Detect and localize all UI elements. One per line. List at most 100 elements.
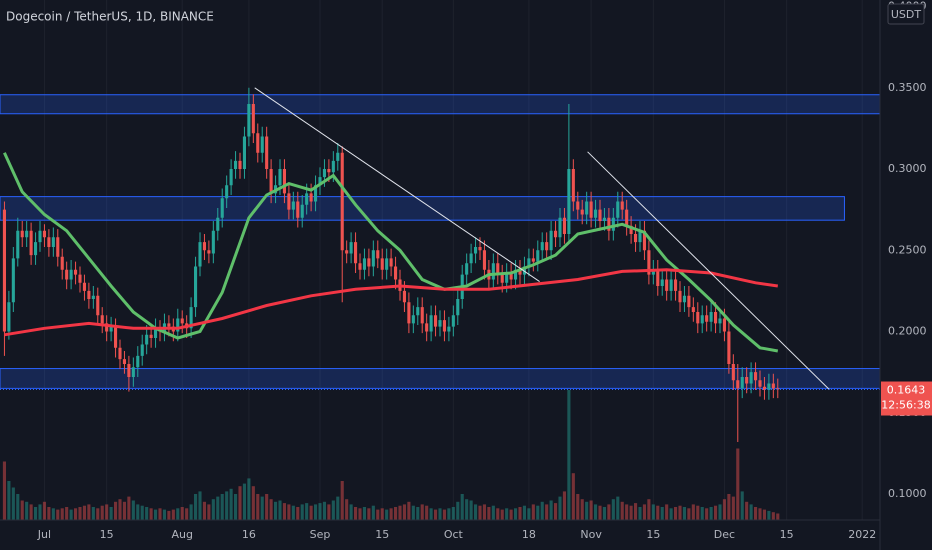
volume-bar [2,461,6,520]
volume-bar [434,509,438,520]
candle-body [598,209,602,221]
volume-bar [265,494,269,520]
volume-bar [56,509,60,520]
candle-body [700,315,704,324]
candle-body [674,279,678,291]
volume-bar [398,505,402,520]
candle-body [394,266,398,280]
volume-bar [478,505,482,520]
volume-bar [638,507,642,520]
volume-bar [242,483,246,520]
volume-bar [122,501,126,520]
candle-body [682,295,686,303]
volume-bar [314,504,318,520]
candle-body [629,225,633,234]
volume-bar [691,504,695,520]
candle-body [420,307,424,324]
candle-body [65,269,69,280]
candle-body [687,295,691,308]
volume-bar [229,488,233,520]
volume-bar [287,504,291,520]
volume-bar [322,501,326,520]
candle-body [714,312,718,324]
candle-body [167,323,171,327]
candle-body [496,263,500,275]
volume-bar [740,491,744,520]
candle-body [567,169,571,234]
candle-body [149,334,153,338]
candle-body [607,217,611,231]
volume-bar [74,508,78,520]
candle-body [754,372,758,381]
candle-body [105,323,109,332]
candle-body [709,312,713,322]
candle-body [549,230,553,251]
candle-body [74,269,78,275]
volume-bar [438,508,442,520]
candle-body [474,247,478,254]
volume-bar [416,507,420,520]
candle-body [691,307,695,312]
volume-bar [576,494,580,520]
volume-bar [180,507,184,520]
volume-bar [376,509,380,520]
candle-body [25,230,29,238]
volume-bar [749,504,753,520]
candle-body [385,258,389,270]
x-tick-label: Oct [444,528,464,541]
y-tick-label: 0.2000 [888,325,927,338]
candle-body [407,302,411,324]
candle-body [447,326,451,332]
volume-bar [469,500,473,520]
candle-body [758,380,762,387]
volume-bar [96,508,100,520]
candle-body [282,169,286,194]
volume-bar [776,513,780,520]
candle-body [82,282,86,291]
volume-bar [340,481,344,520]
candle-body [229,169,233,186]
x-tick-label: 2022 [848,528,876,541]
candle-body [749,372,753,384]
y-tick-label: 0.1000 [888,487,927,500]
candles [2,87,780,442]
candle-body [451,315,455,327]
candle-body [562,217,566,234]
candle-body [469,253,473,264]
candle-body [154,328,158,338]
candle-body [145,334,149,345]
candle-body [491,263,495,280]
candle-body [51,237,55,247]
volume-bar [629,505,633,520]
candle-body [336,152,340,161]
volume-bar [554,503,558,520]
volume-bar [158,508,162,520]
x-tick-label: 18 [522,528,536,541]
volume-bar [171,509,175,520]
candle-body [478,247,482,251]
candle-body [349,242,353,254]
candle-body [647,250,651,275]
candle-body [256,133,260,153]
candle-body [327,169,331,173]
candle-body [202,242,206,251]
candle-body [429,315,433,332]
candle-body [242,136,246,169]
volume-bar [616,496,620,520]
volume-bar [580,499,584,520]
volume-bar [278,500,282,520]
candle-body [305,193,309,205]
volume-bar [216,496,220,520]
candle-body [376,250,380,259]
volume-bar [696,505,700,520]
currency-box [887,3,925,25]
y-tick-label: 0.3500 [888,81,927,94]
candle-body [91,295,95,299]
candle-body [731,364,735,381]
candle-body [625,209,629,226]
candle-body [118,347,122,360]
volume-bar [69,509,73,520]
candle-body [60,256,64,270]
candle-body [109,326,113,332]
